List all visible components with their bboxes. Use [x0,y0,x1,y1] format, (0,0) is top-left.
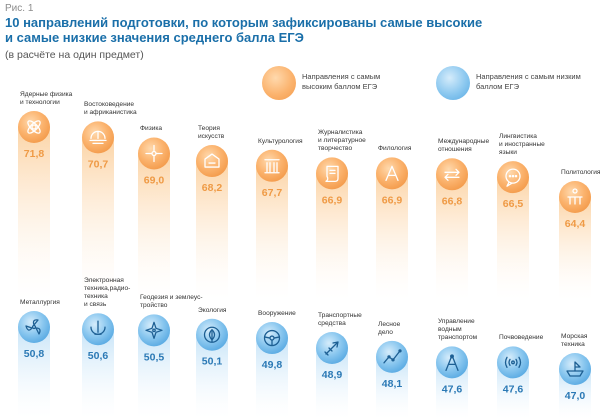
low-marker-1 [18,311,50,343]
low-value-5: 49,8 [262,359,283,371]
figure-label: Рис. 1 [5,3,34,14]
atom-icon [27,120,41,134]
high-series: 71,8 70,7 69,0 68,2 67,7 66,9 66,9 66,8 66,5 64,4 [18,111,591,300]
high-category-label-4: Теория искусств [198,125,225,141]
high-value-3: 69,0 [144,174,165,186]
high-value-2: 70,7 [88,158,109,170]
high-category-label-3: Физика [140,125,163,133]
low-value-2: 50,6 [88,350,109,362]
high-bar-9 [497,177,529,300]
physics-icon [145,144,163,163]
high-bar-3 [138,153,170,300]
leaf-icon [203,326,221,343]
low-category-label-5: Вооружение [258,310,296,318]
speech-bubble-icon [505,168,521,187]
high-value-4: 68,2 [202,182,223,194]
high-bar-4 [196,161,228,300]
exchange-arrows-icon [444,168,460,181]
high-value-1: 71,8 [24,148,45,160]
high-marker-8 [436,158,468,191]
chart-title-line-2: и самые низкие значения среднего балла Е… [5,30,304,45]
legend-high-label: Направления с самым высоким баллом ЕГЭ [302,72,381,91]
high-bar-2 [82,137,114,300]
letter-a-icon [385,165,399,182]
high-value-6: 66,9 [322,194,343,206]
low-category-label-3: Геодезия и землеус- тройство [140,294,203,310]
low-marker-7 [376,340,408,373]
high-bar-7 [376,173,408,300]
compass-rose-icon [145,321,163,339]
low-series: 50,8 50,6 50,5 50,1 49,8 48,9 48,1 47,6 47,6 47,0 [18,311,591,419]
low-marker-8 [436,346,468,379]
low-value-9: 47,6 [503,383,524,395]
high-category-label-2: Востоковедение и африканистика [84,101,137,117]
globe-icon [89,130,107,145]
low-value-8: 47,6 [442,383,463,395]
signal-waves-icon [504,356,522,369]
compass-icon [445,354,459,372]
high-value-7: 66,9 [382,194,403,206]
low-marker-5 [256,322,288,355]
low-category-label-1: Металлургия [20,299,60,306]
trend-line-icon [383,349,402,364]
low-category-label-4: Экология [198,306,227,314]
low-value-3: 50,5 [144,351,165,363]
high-category-label-8: Международные отношения [438,138,490,154]
ship-icon [566,361,584,377]
high-value-9: 66,5 [503,198,524,210]
low-category-label-10: Морская техника [561,333,588,348]
high-category-label-9: Лингвистика и иностранные языки [499,133,545,157]
high-value-8: 66,8 [442,195,463,207]
low-category-label-9: Почвоведение [499,334,544,342]
high-category-label-7: Филология [378,145,412,153]
low-value-10: 47,0 [565,390,586,402]
high-category-label-10: Политология [561,169,600,176]
high-bar-1 [18,127,50,300]
high-marker-3 [138,137,170,170]
chart-title: 10 направлений подготовки, по которым за… [5,15,565,45]
scroll-icon [325,165,339,183]
shovel-icon [90,320,106,335]
high-value-5: 67,7 [262,187,283,199]
legend-low-label: Направления с самым низким баллом ЕГЭ [476,72,581,91]
low-category-label-7: Лесное дело [378,320,401,336]
high-category-label-5: Культурология [258,137,303,145]
high-category-label-6: Журналистика и литературное творчество [318,129,366,153]
high-bar-5 [256,165,288,300]
high-marker-7 [376,157,408,190]
low-category-label-8: Управление водным транспортом [438,318,478,342]
legend-low-swatch [436,66,470,100]
high-value-10: 64,4 [565,218,586,230]
low-marker-9 [497,346,529,379]
low-value-7: 48,1 [382,378,403,390]
high-bar-8 [436,174,468,300]
podium-icon [567,188,583,205]
museum-icon [204,153,220,168]
legend-high-swatch [262,66,296,100]
low-value-1: 50,8 [24,348,45,360]
steering-wheel-icon [263,329,281,347]
chart-title-line-1: 10 направлений подготовки, по которым за… [5,15,483,30]
high-marker-1 [18,111,50,143]
rocket-icon [324,341,339,356]
low-category-label-2: Электронная техника,радио- техника и свя… [84,277,131,309]
high-bar-6 [316,173,348,300]
low-value-6: 48,9 [322,369,343,381]
fan-icon [25,319,41,335]
low-category-label-6: Транспортные средства [318,312,362,327]
low-marker-3 [138,314,170,347]
high-marker-4 [196,145,228,178]
column-icon [264,159,280,174]
high-marker-5 [256,149,288,182]
high-bar-10 [559,197,591,300]
low-value-4: 50,1 [202,356,223,368]
high-category-label-1: Ядерные физика и технологии [20,91,73,106]
chart-subtitle: (в расчёте на один предмет) [5,49,144,61]
